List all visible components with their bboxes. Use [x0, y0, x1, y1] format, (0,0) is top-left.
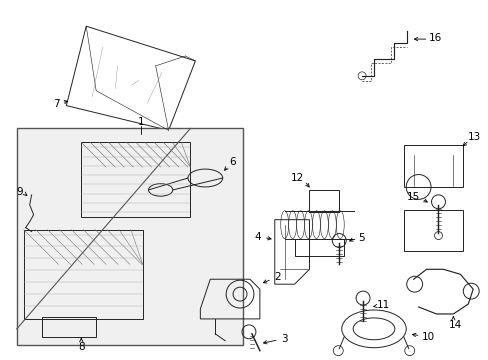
Bar: [81, 142, 190, 217]
Bar: [403, 145, 462, 187]
Text: 13: 13: [467, 132, 480, 142]
Text: 12: 12: [290, 173, 304, 183]
Text: 8: 8: [78, 342, 84, 352]
Text: 3: 3: [281, 334, 287, 344]
Text: 14: 14: [448, 320, 461, 330]
Bar: [24, 230, 142, 319]
Text: 5: 5: [357, 233, 364, 243]
Bar: [403, 210, 462, 251]
Text: 16: 16: [428, 33, 441, 43]
Text: 10: 10: [421, 332, 434, 342]
Text: 1: 1: [137, 117, 144, 127]
Bar: [294, 239, 344, 256]
Bar: [17, 129, 243, 345]
Bar: [309, 190, 339, 212]
Text: 4: 4: [254, 231, 261, 242]
Text: 11: 11: [377, 300, 390, 310]
Text: 9: 9: [17, 187, 23, 197]
Text: 15: 15: [406, 192, 420, 202]
Text: 2: 2: [274, 272, 281, 282]
Text: 6: 6: [228, 157, 235, 167]
Bar: [41, 317, 96, 337]
Text: 7: 7: [53, 99, 60, 109]
